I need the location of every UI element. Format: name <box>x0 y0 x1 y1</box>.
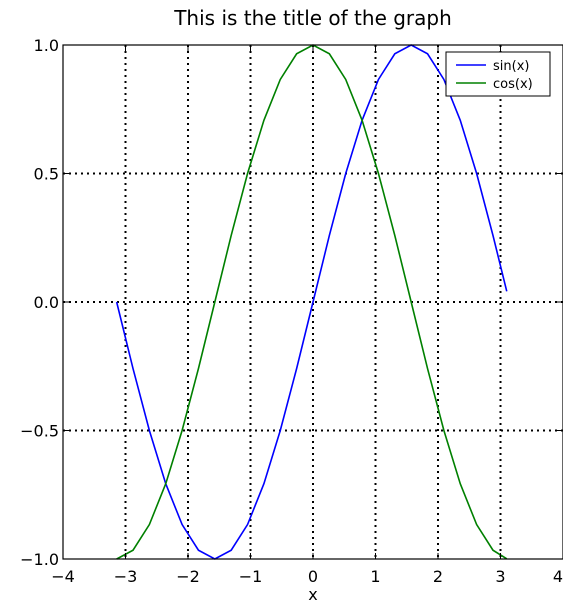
x-tick-label: 3 <box>495 567 505 586</box>
x-tick-label: −2 <box>176 567 200 586</box>
legend-label: sin(x) <box>493 59 529 74</box>
y-tick-label: −0.5 <box>20 422 59 441</box>
x-tick-label: 0 <box>308 567 318 586</box>
y-tick-label: 0.0 <box>34 293 59 312</box>
y-tick-label: 0.5 <box>34 165 59 184</box>
legend: sin(x) cos(x) <box>445 51 551 97</box>
y-tick-label: 1.0 <box>34 36 59 55</box>
series-line-sin <box>115 44 508 560</box>
x-tick-label: 1 <box>370 567 380 586</box>
axis-ticks: −4 −3 −2 −1 0 1 2 3 4 −1.0 −0.5 0.0 0.5 1.0 <box>20 36 563 586</box>
grid <box>63 45 563 559</box>
x-tick-label: −4 <box>51 567 75 586</box>
x-tick-label: −3 <box>114 567 138 586</box>
legend-label: cos(x) <box>493 77 533 92</box>
x-axis-label: x <box>308 585 317 603</box>
legend-box <box>445 51 551 97</box>
chart-title: This is the title of the graph <box>173 6 452 30</box>
x-tick-label: 2 <box>433 567 443 586</box>
x-tick-label: −1 <box>239 567 263 586</box>
y-tick-label: −1.0 <box>20 550 59 569</box>
x-tick-label: 4 <box>553 567 563 586</box>
